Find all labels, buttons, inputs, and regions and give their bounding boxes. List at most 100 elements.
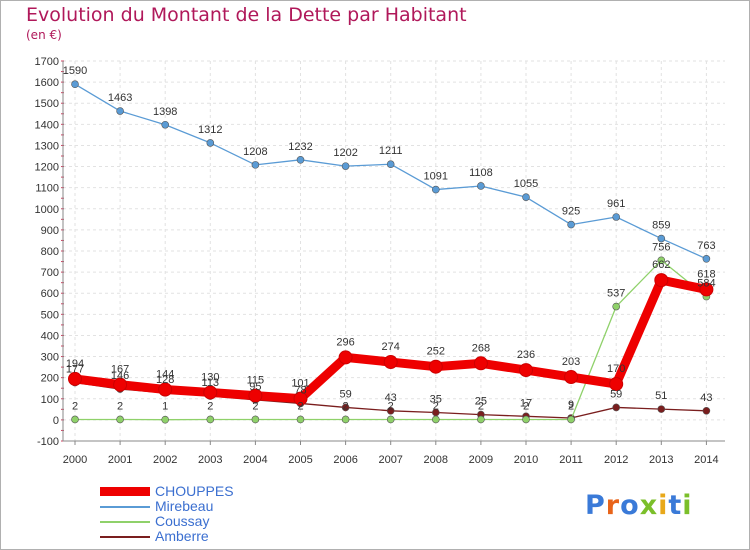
data-label-chouppes: 130 — [201, 371, 219, 383]
point-amberre — [657, 405, 666, 413]
logo-letter: t — [668, 490, 683, 521]
chart-subtitle: (en €) — [26, 28, 62, 42]
x-tick-label: 2009 — [469, 454, 493, 466]
data-label-amberre: 51 — [655, 390, 667, 402]
data-label-amberre: 59 — [610, 388, 622, 400]
data-label-mirebeau: 1208 — [243, 146, 267, 158]
y-tick-label: 900 — [41, 225, 59, 237]
point-amberre — [612, 403, 621, 412]
point-mirebeau — [431, 185, 440, 194]
point-chouppes — [158, 382, 173, 397]
logo-letter: r — [605, 490, 621, 521]
data-label-coussay: 2 — [72, 400, 78, 412]
data-label-coussay: 2 — [568, 400, 574, 412]
point-coussay — [251, 415, 260, 424]
y-tick-label: 1500 — [35, 98, 59, 110]
data-label-coussay: 2 — [433, 400, 439, 412]
point-amberre — [702, 407, 711, 415]
y-tick-label: 700 — [41, 267, 59, 279]
x-tick-label: 2004 — [243, 454, 267, 466]
data-label-amberre: 95 — [249, 381, 261, 393]
data-label-chouppes: 194 — [66, 358, 84, 370]
y-tick-label: 1400 — [35, 119, 59, 131]
x-tick-label: 2005 — [288, 454, 312, 466]
y-tick-label: -100 — [37, 436, 59, 448]
x-tick-label: 2001 — [108, 454, 132, 466]
point-chouppes — [654, 273, 669, 288]
data-label-coussay: 2 — [297, 400, 303, 412]
data-label-amberre: 35 — [430, 394, 442, 406]
point-chouppes — [428, 359, 443, 374]
point-chouppes — [519, 363, 533, 378]
point-mirebeau — [702, 255, 711, 263]
x-tick-label: 2014 — [694, 454, 718, 466]
point-coussay — [206, 415, 215, 424]
x-tick-label: 2000 — [63, 454, 87, 466]
legend-label-mirebeau: Mirebeau — [155, 498, 214, 514]
point-coussay — [431, 415, 440, 424]
data-label-chouppes: 101 — [291, 378, 309, 390]
data-label-chouppes: 167 — [111, 364, 129, 376]
point-amberre — [386, 407, 395, 415]
data-label-coussay: 2 — [478, 400, 484, 412]
y-tick-label: 1600 — [35, 77, 59, 89]
y-tick-label: 0 — [53, 415, 59, 427]
point-coussay — [522, 415, 530, 424]
point-coussay — [296, 415, 305, 424]
data-label-mirebeau: 1590 — [63, 65, 87, 77]
x-tick-label: 2006 — [333, 454, 357, 466]
point-mirebeau — [477, 182, 485, 190]
point-mirebeau — [206, 139, 215, 147]
x-tick-label: 2012 — [604, 454, 628, 466]
y-tick-label: 400 — [41, 330, 59, 342]
y-tick-label: 200 — [41, 373, 59, 385]
x-tick-label: 2011 — [559, 454, 583, 466]
point-mirebeau — [612, 213, 621, 221]
data-label-mirebeau: 925 — [562, 206, 580, 218]
point-mirebeau — [251, 161, 260, 169]
x-tick-label: 2008 — [424, 454, 448, 466]
point-coussay — [116, 415, 124, 424]
data-label-mirebeau: 1398 — [153, 106, 177, 118]
data-label-mirebeau: 1312 — [198, 124, 222, 136]
y-tick-label: 1300 — [35, 140, 59, 152]
point-mirebeau — [341, 162, 350, 170]
data-label-coussay: 537 — [607, 288, 625, 300]
data-label-coussay: 2 — [523, 400, 529, 412]
point-chouppes — [113, 377, 128, 392]
x-tick-label: 2002 — [153, 454, 177, 466]
data-label-mirebeau: 1091 — [424, 171, 448, 183]
point-chouppes — [383, 355, 398, 370]
data-label-mirebeau: 961 — [607, 198, 625, 210]
point-amberre — [341, 403, 350, 412]
y-tick-label: 500 — [41, 309, 59, 321]
point-coussay — [612, 302, 621, 311]
point-mirebeau — [296, 156, 305, 164]
legend-swatch-mirebeau — [100, 506, 150, 508]
logo-letter: o — [620, 490, 640, 521]
data-label-coussay: 2 — [343, 400, 349, 412]
point-mirebeau — [116, 107, 124, 115]
point-coussay — [71, 415, 79, 424]
legend-item-amberre: Amberre — [100, 528, 360, 545]
y-tick-label: 300 — [41, 352, 59, 364]
data-label-chouppes: 203 — [562, 356, 580, 368]
legend-label-coussay: Coussay — [155, 513, 210, 529]
proxiti-logo[interactable]: Proxiti — [585, 490, 693, 521]
data-label-mirebeau: 1202 — [333, 147, 357, 159]
data-label-coussay: 756 — [652, 241, 670, 253]
data-label-mirebeau: 1055 — [514, 178, 538, 190]
data-label-chouppes: 170 — [607, 363, 625, 375]
data-label-chouppes: 236 — [517, 349, 535, 361]
point-mirebeau — [657, 234, 666, 243]
data-label-coussay: 2 — [117, 400, 123, 412]
point-coussay — [477, 415, 485, 424]
data-label-amberre: 9 — [568, 399, 574, 411]
y-tick-label: 1100 — [35, 183, 59, 195]
legend-swatch-coussay — [100, 521, 150, 523]
logo-letter: x — [639, 490, 659, 521]
data-label-amberre: 146 — [111, 370, 129, 382]
x-tick-label: 2007 — [378, 454, 402, 466]
point-mirebeau — [522, 193, 530, 201]
point-mirebeau — [567, 220, 575, 229]
